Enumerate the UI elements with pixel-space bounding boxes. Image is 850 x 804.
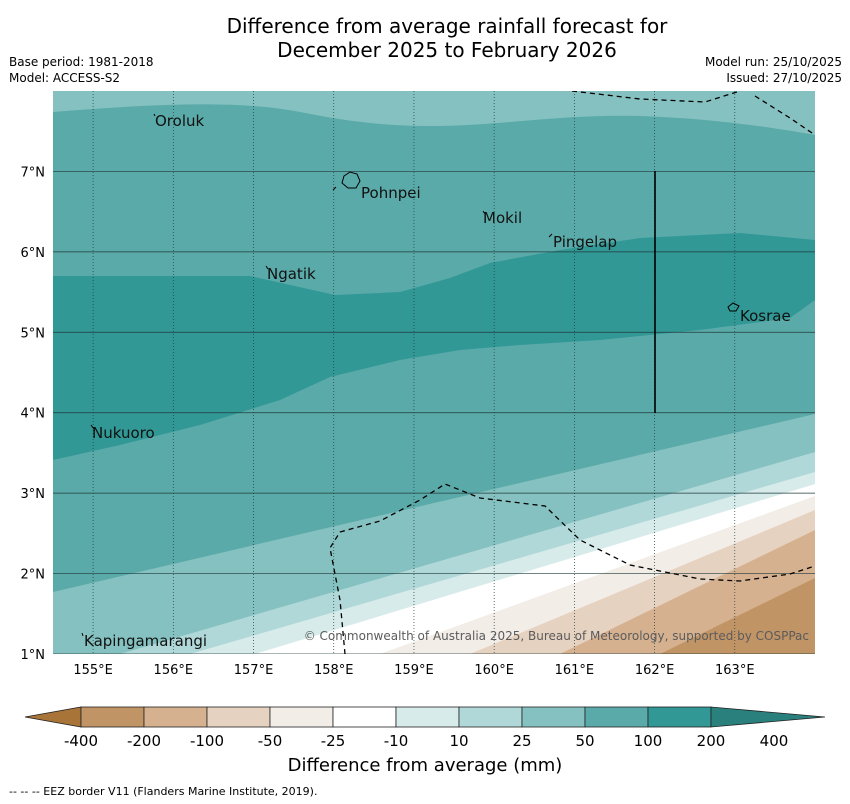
- label-pohnpei: Pohnpei: [361, 184, 421, 202]
- band-50-100-north: [53, 91, 815, 135]
- lon-tick-label: 157°E: [234, 663, 274, 678]
- label-oroluk: Oroluk: [155, 112, 204, 130]
- title-line-2: December 2025 to February 2026: [277, 38, 617, 62]
- ngatik-atoll-icon: [265, 265, 269, 270]
- lat-tick-label: 1°N: [21, 648, 46, 663]
- islands: [81, 113, 740, 637]
- colorbar-tick-label: 10: [449, 732, 468, 750]
- nukuoro-atoll-icon: [90, 424, 95, 430]
- model-run: Model run: 25/10/2025: [704, 55, 842, 69]
- colorbar-tick-label: 50: [575, 732, 594, 750]
- lat-tick-label: 2°N: [21, 568, 46, 583]
- eez-border: [329, 91, 815, 654]
- eez-border-south: [329, 483, 815, 654]
- lon-tick-label: 158°E: [314, 663, 354, 678]
- kosrae-island-icon: [727, 302, 740, 312]
- meta-left: Base period: 1981-2018 Model: ACCESS-S2: [9, 54, 154, 86]
- band-minus-100-200: [660, 578, 815, 654]
- copyright-text: © Commonwealth of Australia 2025, Bureau…: [304, 629, 809, 643]
- title-line-1: Difference from average rainfall forecas…: [226, 14, 668, 38]
- base-period: Base period: 1981-2018: [9, 55, 154, 69]
- colorbar-tick-label: 400: [760, 732, 789, 750]
- lat-tick-label: 7°N: [21, 165, 46, 180]
- colorbar-tick-label: -200: [127, 732, 161, 750]
- label-nukuoro: Nukuoro: [92, 424, 155, 442]
- contour-fill: [53, 91, 815, 654]
- colorbar-tick-label: -25: [321, 732, 346, 750]
- label-mokil: Mokil: [483, 209, 522, 227]
- colorbar-tick-label: 25: [512, 732, 531, 750]
- lon-tick-label: 160°E: [474, 663, 514, 678]
- pohnpei-island-icon: [341, 171, 361, 189]
- colorbar-segment: [584, 706, 649, 728]
- lat-tick-label: 6°N: [21, 246, 46, 261]
- band-200-400: [53, 233, 815, 460]
- lon-tick-label: 161°E: [555, 663, 595, 678]
- lon-tick-labels: 155°E 156°E 157°E 158°E 159°E 160°E 161°E 162°E…: [73, 663, 754, 678]
- meta-right: Model run: 25/10/2025 Issued: 27/10/2025: [705, 54, 842, 86]
- model-name: Model: ACCESS-S2: [9, 71, 121, 85]
- colorbar-tick-label: -50: [258, 732, 283, 750]
- colorbar-tick-labels: -400 -200 -100 -50 -25 -10 10 25 50 100 200 400: [64, 732, 788, 750]
- lon-tick-label: 162°E: [635, 663, 675, 678]
- label-ngatik: Ngatik: [267, 265, 316, 283]
- issued-date: Issued: 27/10/2025: [726, 71, 842, 85]
- lat-tick-labels: 1°N 2°N 3°N 4°N 5°N 6°N 7°N: [21, 165, 46, 663]
- label-kosrae: Kosrae: [740, 307, 791, 325]
- eez-border-north: [571, 91, 741, 103]
- colorbar-segment: [143, 706, 208, 728]
- lon-tick-label: 163°E: [715, 663, 755, 678]
- eez-footer-note: -- -- -- EEZ border V11 (Flanders Marine…: [9, 785, 318, 798]
- colorbar-segment: [395, 706, 460, 728]
- colorbar-tick-label: -400: [64, 732, 98, 750]
- map-title: Difference from average rainfall forecas…: [0, 14, 850, 62]
- colorbar-segment: [206, 706, 271, 728]
- oroluk-atoll-icon: [153, 113, 156, 117]
- colorbar-tick-label: -10: [384, 732, 409, 750]
- lat-tick-label: 4°N: [21, 407, 46, 422]
- eez-border-northeast: [754, 95, 815, 136]
- colorbar-segment: [458, 706, 523, 728]
- colorbar-segment: [80, 706, 145, 728]
- label-kapingamarangi: Kapingamarangi: [84, 632, 207, 650]
- colorbar-segment: [521, 706, 586, 728]
- colorbar-extension-low: [24, 706, 82, 728]
- pingelap-atoll-icon: [548, 233, 553, 238]
- colorbar-segment: [332, 706, 397, 728]
- pohnpei-outlier-icon: [332, 186, 337, 191]
- colorbar-tick-label: 200: [697, 732, 726, 750]
- mokil-atoll-icon: [482, 210, 486, 215]
- lon-tick-label: 155°E: [73, 663, 113, 678]
- kapingamarangi-atoll-icon: [81, 632, 84, 637]
- colorbar-extension-high: [710, 706, 826, 728]
- colorbar-segment: [269, 706, 334, 728]
- lon-tick-label: 156°E: [154, 663, 194, 678]
- lat-tick-label: 3°N: [21, 487, 46, 502]
- place-labels: Oroluk Pohnpei Mokil Pingelap Ngatik Kos…: [84, 112, 791, 650]
- colorbar-tick-label: 100: [634, 732, 663, 750]
- colorbar-tick-label: -100: [190, 732, 224, 750]
- colorbar: [24, 706, 826, 728]
- label-pingelap: Pingelap: [553, 233, 617, 251]
- colorbar-label: Difference from average (mm): [287, 755, 563, 776]
- lat-tick-label: 5°N: [21, 326, 46, 341]
- colorbar-segment: [647, 706, 712, 728]
- lon-tick-label: 159°E: [394, 663, 434, 678]
